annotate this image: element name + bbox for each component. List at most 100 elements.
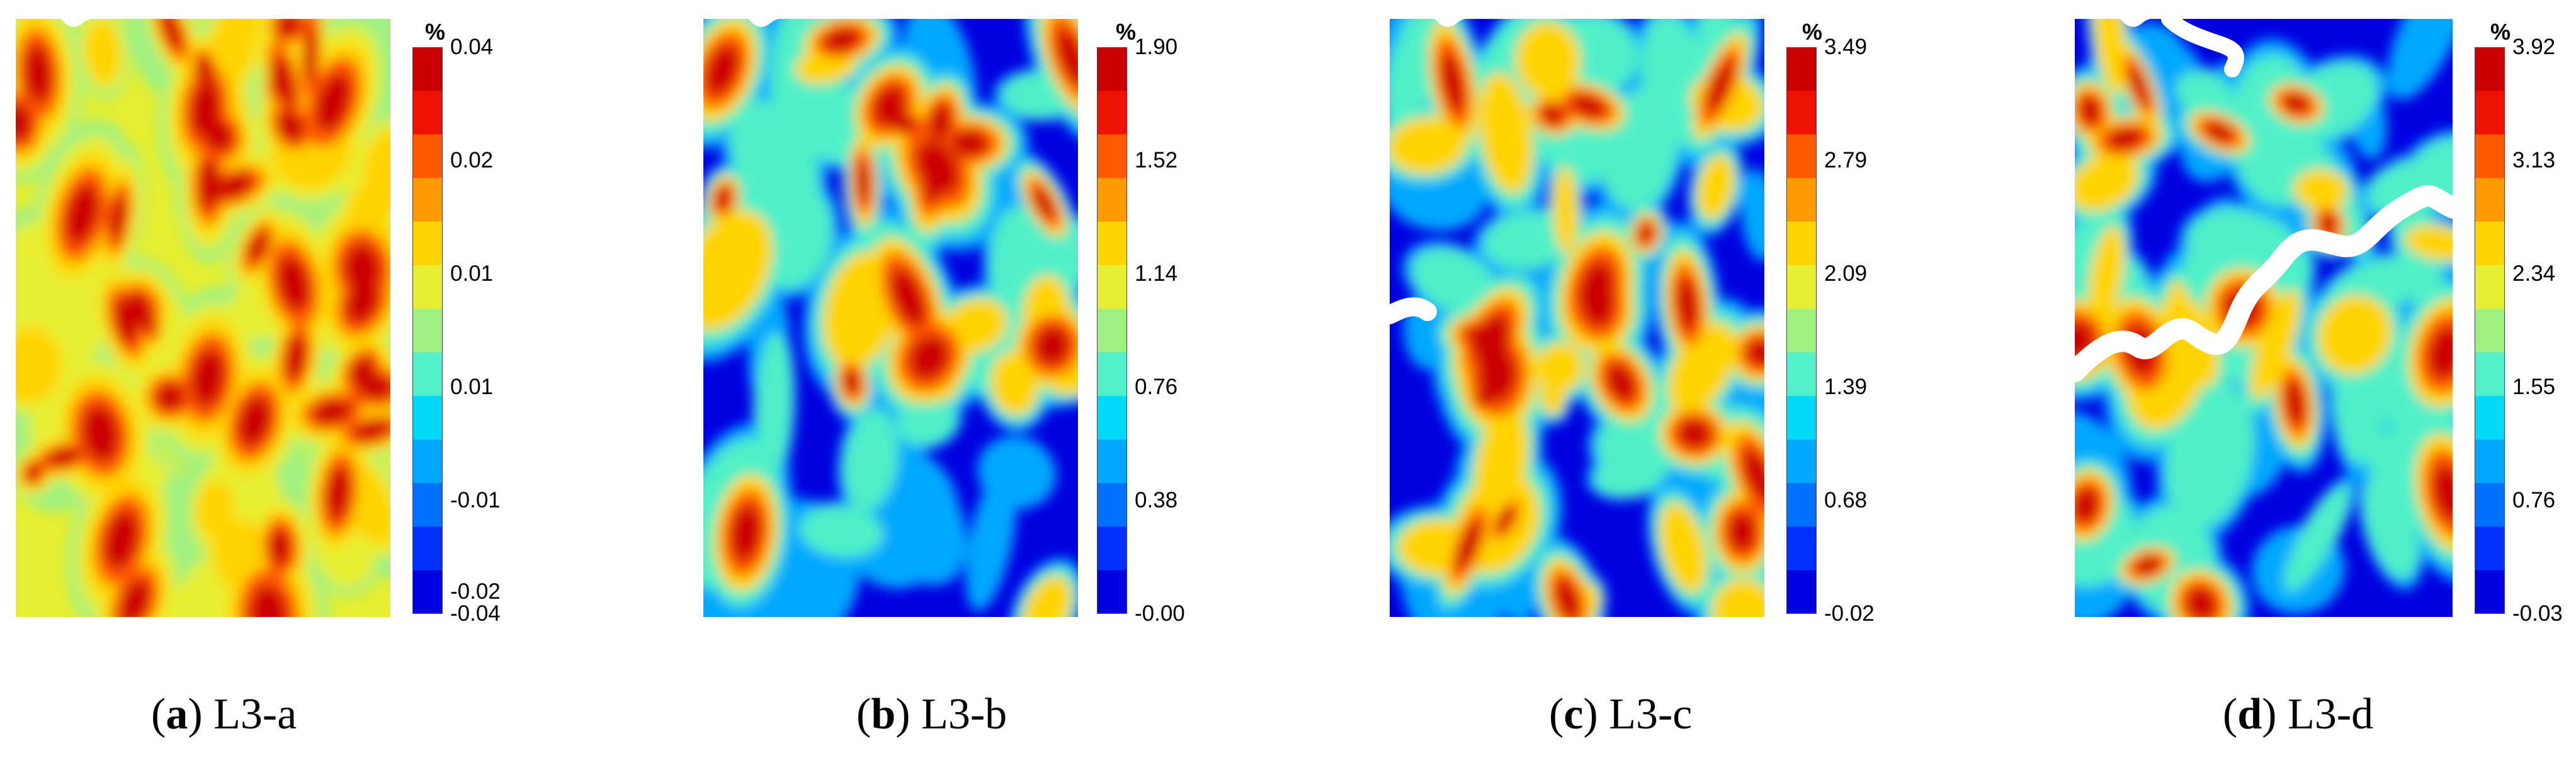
contour-blob	[312, 399, 353, 425]
contour-blob	[1676, 277, 1698, 332]
contour-blob	[1478, 72, 1533, 194]
strain-field-image-c	[1390, 19, 1764, 617]
contour-blob	[120, 579, 151, 617]
colorbar-band	[2475, 91, 2505, 135]
contour-blob	[2363, 473, 2419, 579]
colorbar-band	[412, 178, 443, 222]
contour-blob	[1740, 168, 1764, 262]
contour-blob	[1022, 575, 1072, 617]
colorbar-tick-label: 1.39	[1824, 375, 1868, 399]
contour-blob	[1706, 60, 1734, 113]
colorbar-band	[1786, 439, 1817, 484]
contour-blob	[1555, 579, 1580, 617]
colorbar-tick-labels-b: 1.90 1.52 1.14 0.76 0.38 -0.00	[1135, 35, 1248, 626]
panel-l3-d: % 3.92 3.13 2.34 1.55 0.76 -0.03 (d) L3-…	[2068, 0, 2576, 758]
contour-blob	[345, 280, 380, 324]
contour-blob	[856, 159, 870, 204]
colorbar-b	[1097, 47, 1127, 614]
contour-blob	[2404, 225, 2453, 261]
colorbar-band	[2475, 352, 2505, 397]
contour-blob	[1667, 322, 1737, 414]
contour-blob	[214, 173, 254, 199]
colorbar-band	[1097, 91, 1127, 135]
colorbar-band	[1786, 265, 1817, 309]
contour-blob	[2284, 380, 2305, 426]
contour-blob	[198, 160, 220, 211]
panel-l3-c: % 3.49 2.79 2.09 1.39 0.68 -0.02 (c) L3-…	[1376, 0, 2006, 758]
crack-mask	[1390, 297, 1437, 324]
colorbar-band	[2475, 134, 2505, 179]
caption-letter: d	[2237, 690, 2262, 738]
contour-blob	[1727, 511, 1757, 552]
colorbar-band	[412, 308, 443, 353]
contour-blob	[890, 268, 926, 327]
colorbar-tick-label: 0.76	[2512, 488, 2556, 512]
colorbar-tick-label: 1.52	[1135, 148, 1178, 173]
colorbar-band	[1097, 178, 1127, 222]
contour-blob	[1580, 278, 1616, 327]
colorbar-tick-label: 3.92	[2512, 35, 2556, 59]
contour-blob	[2134, 556, 2161, 575]
contour-blob	[156, 383, 185, 411]
colorbar-band	[1786, 483, 1817, 528]
colorbar-unit-c: %	[1802, 19, 1823, 45]
contour-blob	[1497, 507, 1516, 533]
contour-blob	[990, 351, 1039, 416]
contour-blob	[2128, 65, 2150, 106]
contour-blob	[85, 20, 121, 84]
colorbar-tick-label: 1.90	[1135, 35, 1178, 59]
contour-blob	[2317, 295, 2392, 375]
colorbar-band	[1097, 308, 1127, 353]
colorbar-band	[1097, 526, 1127, 571]
colorbar-tick-label: 0.76	[1135, 375, 1178, 399]
colorbar-tick-label: 0.38	[1135, 488, 1178, 512]
contour-blob	[326, 467, 351, 521]
contour-blob	[1638, 223, 1654, 244]
contour-blob	[730, 504, 762, 562]
panel-l3-b: % 1.90 1.52 1.14 0.76 0.38 -0.00 (b) L3-…	[689, 0, 1319, 758]
contour-blob	[315, 72, 352, 132]
caption-text: L3-d	[2288, 690, 2374, 738]
contour-blob	[65, 184, 99, 245]
colorbar-tick-label: -0.00	[1135, 601, 1185, 626]
contour-blob	[2387, 19, 2453, 100]
colorbar-band	[2475, 483, 2505, 528]
contour-blob	[1742, 449, 1764, 504]
contour-blob	[2186, 587, 2217, 617]
colorbar-band	[2475, 265, 2505, 309]
colorbar-band	[412, 352, 443, 397]
contour-blob	[161, 19, 183, 51]
colorbar-band	[2475, 308, 2505, 353]
caption-c: (c) L3-c	[1549, 690, 1693, 738]
colorbar-band	[1786, 47, 1817, 91]
contour-blob	[2432, 464, 2453, 522]
colorbar-band	[1097, 483, 1127, 528]
contour-blob	[2283, 93, 2310, 114]
colorbar-tick-label: 1.14	[1135, 261, 1178, 286]
contour-blob	[882, 110, 918, 132]
caption-text: L3-b	[921, 690, 1007, 738]
contour-blob	[2284, 485, 2350, 592]
contour-blob	[271, 57, 284, 94]
contour-blob	[16, 103, 33, 142]
colorbar-unit-b: %	[1116, 19, 1137, 45]
caption-text: L3-a	[213, 690, 297, 738]
colorbar-tick-label: 0.02	[450, 148, 494, 173]
colorbar-tick-label: 3.49	[1824, 35, 1868, 59]
contour-blob	[2079, 96, 2102, 125]
contour-blob	[305, 21, 317, 84]
contour-blob	[110, 194, 127, 242]
panel-l3-a: % 0.04 0.02 0.01 0.01 -0.01 -0.02 -0.04 …	[0, 0, 630, 758]
colorbar-band	[412, 221, 443, 266]
contour-blob	[1659, 502, 1708, 593]
colorbar-band	[2475, 395, 2505, 440]
colorbar-tick-labels-d: 3.92 3.13 2.34 1.55 0.76 -0.03	[2512, 35, 2576, 626]
contour-blob	[196, 480, 235, 538]
colorbar-band	[2475, 439, 2505, 484]
contour-blob	[1456, 519, 1481, 570]
colorbar-tick-label: 0.04	[450, 35, 494, 59]
colorbar-tick-label: 3.13	[2512, 148, 2556, 173]
contour-blob	[1034, 325, 1071, 366]
contour-blob	[1541, 105, 1565, 126]
contour-blob	[1441, 52, 1465, 113]
